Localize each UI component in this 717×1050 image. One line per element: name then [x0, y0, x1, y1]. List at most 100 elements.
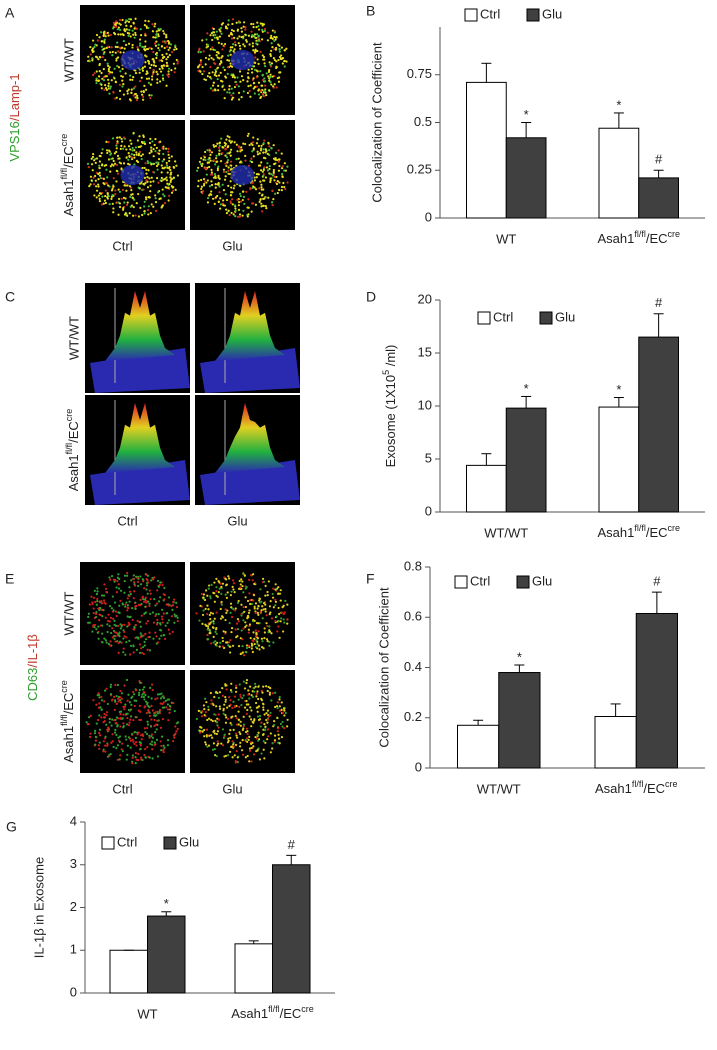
speckle — [159, 623, 162, 626]
speckle — [93, 729, 97, 732]
speckle — [224, 721, 228, 724]
speckle — [218, 707, 222, 710]
speckle — [102, 740, 105, 743]
speckle — [145, 584, 149, 587]
speckle — [250, 746, 253, 750]
speckle — [250, 35, 253, 38]
speckle — [217, 165, 220, 168]
speckle — [137, 192, 140, 196]
speckle — [150, 718, 153, 721]
speckle — [106, 151, 109, 155]
speckle — [260, 752, 263, 755]
speckle — [138, 704, 142, 707]
speckle — [142, 134, 145, 137]
speckle — [118, 97, 122, 101]
speckle — [162, 193, 165, 196]
speckle — [269, 711, 272, 714]
speckle — [130, 156, 134, 159]
speckle — [250, 142, 253, 145]
legend-swatch — [163, 836, 177, 850]
speckle — [207, 584, 211, 587]
speckle — [215, 732, 218, 736]
speckle — [140, 90, 143, 93]
speckle — [165, 706, 168, 709]
y-tick-label: 15 — [418, 344, 432, 359]
text-part: VPS16 — [7, 121, 22, 161]
speckle — [237, 620, 240, 623]
speckle — [131, 29, 134, 32]
speckle — [133, 153, 136, 157]
speckle — [89, 735, 92, 739]
speckle — [230, 87, 233, 90]
speckle — [220, 61, 223, 64]
speckle — [255, 85, 259, 88]
speckle — [102, 34, 105, 37]
speckle — [225, 212, 229, 215]
speckle — [119, 28, 122, 32]
speckle — [211, 748, 215, 751]
speckle — [230, 186, 233, 189]
speckle — [235, 21, 238, 24]
speckle — [234, 41, 237, 44]
speckle — [114, 23, 117, 26]
speckle — [142, 188, 145, 191]
speckle — [220, 32, 223, 35]
speckle — [206, 638, 210, 641]
speckle — [216, 744, 219, 747]
speckle — [175, 606, 179, 609]
speckle — [94, 179, 97, 182]
speckle — [142, 90, 145, 93]
speckle — [216, 77, 219, 81]
speckle — [117, 33, 120, 36]
speckle — [239, 200, 243, 203]
speckle — [151, 78, 154, 81]
speckle — [268, 167, 271, 171]
speckle — [252, 573, 255, 576]
speckle — [225, 688, 228, 691]
speckle — [116, 136, 119, 139]
speckle — [235, 686, 238, 689]
speckle — [111, 636, 114, 639]
speckle — [149, 598, 152, 601]
speckle — [221, 85, 224, 88]
speckle — [162, 612, 165, 615]
speckle — [221, 639, 225, 643]
speckle — [93, 72, 96, 75]
speckle — [227, 184, 230, 188]
speckle — [150, 63, 153, 67]
speckle — [109, 616, 113, 619]
speckle — [286, 165, 289, 168]
speckle — [165, 147, 168, 150]
speckle — [245, 727, 248, 730]
speckle — [218, 177, 221, 180]
speckle — [167, 153, 170, 156]
speckle — [214, 630, 217, 633]
speckle — [128, 639, 131, 642]
speckle — [145, 172, 148, 175]
speckle — [247, 689, 250, 692]
speckle — [167, 186, 170, 189]
speckle — [209, 48, 212, 51]
speckle — [153, 143, 156, 147]
speckle — [270, 62, 274, 65]
speckle — [94, 615, 98, 619]
speckle — [117, 633, 120, 636]
speckle — [158, 708, 162, 712]
y-tick-label: 0.4 — [404, 659, 422, 674]
speckle — [212, 622, 215, 625]
speckle — [265, 207, 268, 210]
speckle — [143, 210, 146, 213]
speckle — [235, 143, 238, 146]
speckle — [158, 49, 161, 52]
speckle — [207, 744, 211, 747]
speckle — [210, 57, 213, 60]
speckle — [225, 156, 229, 159]
speckle — [245, 681, 248, 685]
speckle — [112, 609, 115, 612]
speckle — [256, 733, 259, 736]
speckle — [221, 48, 224, 51]
speckle — [202, 704, 206, 707]
speckle — [270, 49, 273, 52]
speckle — [262, 174, 265, 177]
speckle — [280, 617, 283, 620]
